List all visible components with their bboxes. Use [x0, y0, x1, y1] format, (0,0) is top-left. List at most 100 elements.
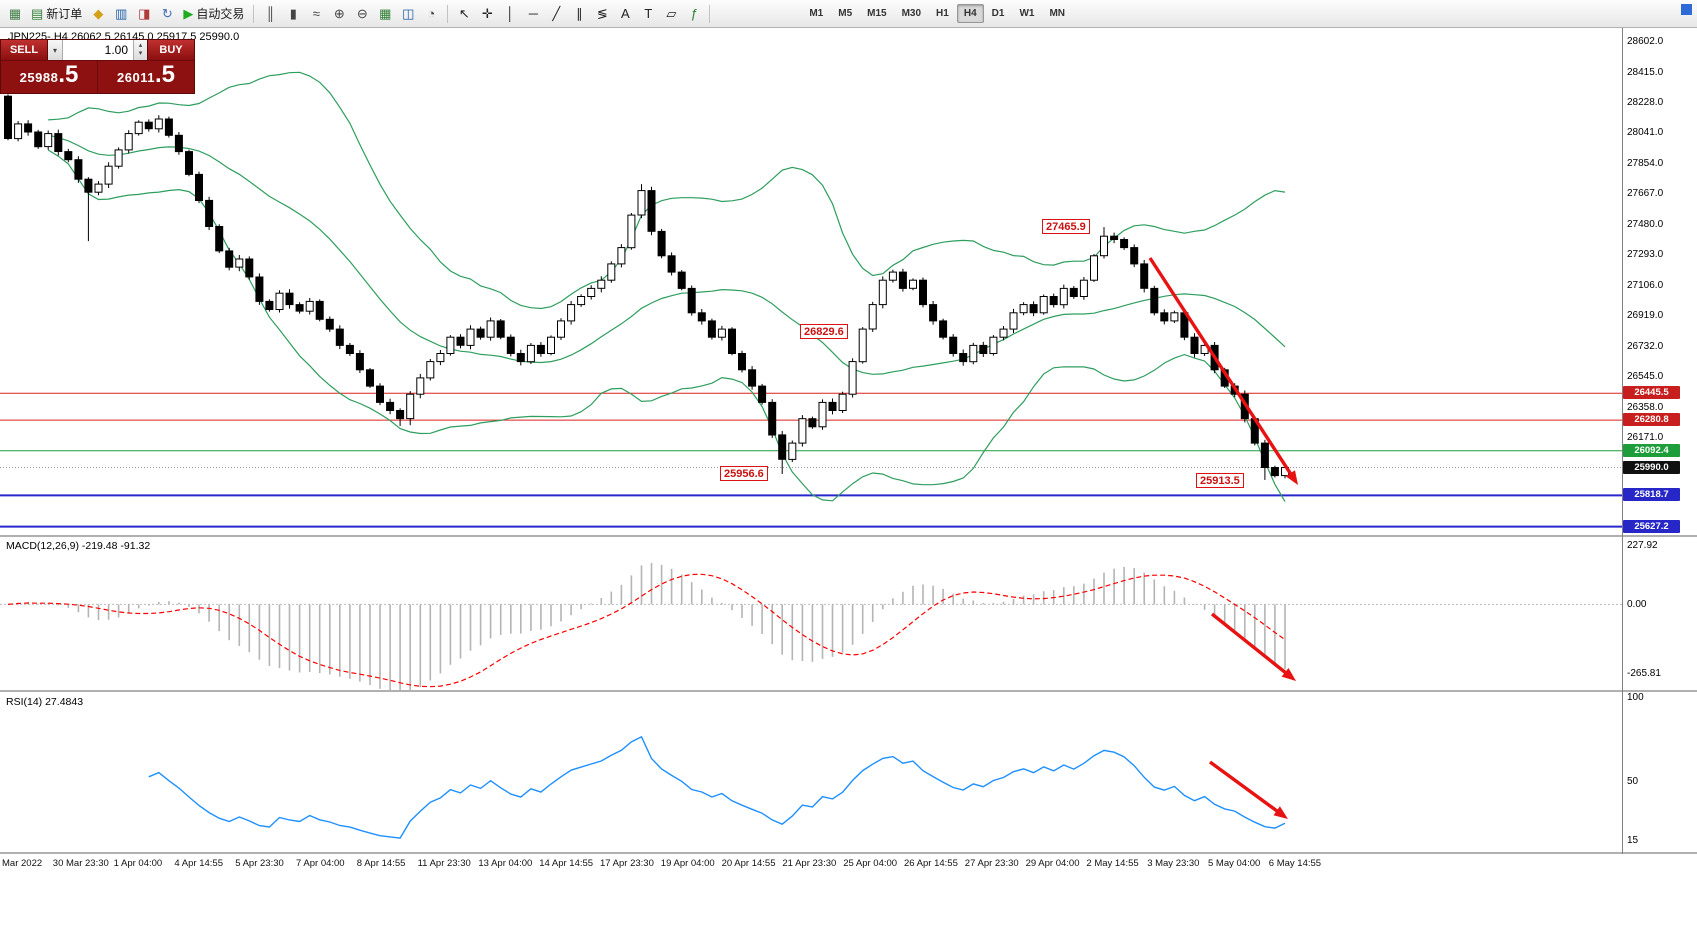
volume-stepper[interactable]: ▴ ▾ [133, 40, 147, 60]
macd-panel[interactable] [0, 537, 1697, 690]
timeframe-w1-button[interactable]: W1 [1019, 8, 1035, 19]
price-axis-tick: 28041.0 [1627, 127, 1664, 139]
price-axis-tick: 28415.0 [1627, 66, 1664, 78]
candle [1019, 304, 1028, 314]
market-watch-icon[interactable]: ▥ [110, 3, 132, 25]
horizontal-line-icon: ─ [528, 6, 538, 21]
timeframe-mn-button[interactable]: MN [1049, 8, 1065, 19]
candle [134, 121, 143, 135]
candle [315, 300, 324, 320]
text-icon[interactable]: A [614, 3, 636, 25]
candle [1281, 467, 1289, 477]
volume-down-icon[interactable]: ▾ [138, 50, 143, 57]
tile-windows-icon[interactable]: ◫ [397, 3, 419, 25]
panel-splitter-rsi[interactable] [0, 690, 1697, 692]
volume-dropdown-icon[interactable]: ▾ [48, 40, 63, 60]
buy-price[interactable]: 26011 .5 [98, 61, 194, 93]
candle [476, 328, 485, 338]
candle [195, 173, 203, 201]
candle [999, 328, 1008, 338]
chart-window-icon[interactable]: ▦ [4, 3, 26, 25]
channel-icon[interactable]: ∥ [568, 3, 590, 25]
timeframe-d1-button[interactable]: D1 [991, 8, 1005, 19]
candle [4, 95, 12, 139]
zoom-out-icon[interactable]: ⊖ [351, 3, 373, 25]
horizontal-line-icon[interactable]: ─ [522, 3, 544, 25]
template-icon[interactable]: ◆ [87, 3, 109, 25]
buy-button[interactable]: BUY [147, 40, 194, 60]
auto-trading-icon: ▶ [183, 6, 194, 21]
price-tag: 25818.7 [1623, 488, 1680, 502]
candle [205, 199, 214, 227]
vertical-line-icon[interactable]: │ [499, 3, 521, 25]
candle [24, 123, 33, 133]
time-axis-label: 21 Apr 23:30 [782, 858, 837, 869]
auto-trading-button[interactable]: ▶ 自动交易 [179, 3, 248, 25]
candle [1079, 279, 1088, 297]
volume-input[interactable]: 1.00 [63, 40, 133, 60]
trendline-icon: ╱ [552, 6, 561, 21]
price-axis-tick: 26919.0 [1627, 310, 1664, 322]
candle [1140, 263, 1149, 289]
scroll-button-icon[interactable] [1681, 4, 1692, 15]
candle [818, 401, 827, 428]
trendline-icon[interactable]: ╱ [545, 3, 567, 25]
price-axis-tick: 27854.0 [1627, 157, 1664, 169]
candle [919, 279, 927, 306]
candle [717, 328, 726, 338]
candle [898, 271, 907, 289]
cursor-icon[interactable]: ↖ [453, 3, 475, 25]
price-tag: 26092.4 [1623, 443, 1680, 457]
price-annotation[interactable]: 25913.5 [1196, 473, 1244, 488]
data-window-icon[interactable]: ◨ [133, 3, 155, 25]
candlestick-chart-icon[interactable]: ▮ [282, 3, 304, 25]
candle [235, 258, 244, 268]
candle [929, 304, 938, 322]
line-chart-icon[interactable]: ≈ [305, 3, 327, 25]
indicators-icon[interactable]: ƒ [683, 3, 705, 25]
crosshair-icon[interactable]: ✛ [476, 3, 498, 25]
price-annotation[interactable]: 25956.6 [720, 466, 768, 481]
price-annotation[interactable]: 26829.6 [800, 324, 848, 339]
label-icon[interactable]: T [637, 3, 659, 25]
candle [44, 133, 53, 148]
timeframe-h1-button[interactable]: H1 [936, 8, 949, 19]
timeframe-m30-button[interactable]: M30 [901, 8, 922, 19]
zoom-in-icon[interactable]: ⊕ [328, 3, 350, 25]
price-chart[interactable] [0, 28, 1697, 535]
candle [1270, 467, 1279, 477]
candle [949, 336, 958, 355]
candle [758, 385, 767, 403]
candle [124, 133, 133, 151]
volume-up-icon[interactable]: ▴ [138, 42, 143, 50]
grid-icon[interactable]: ▦ [374, 3, 396, 25]
fibonacci-icon[interactable]: ≶ [591, 3, 613, 25]
candle [446, 336, 455, 355]
candle [174, 134, 183, 153]
sell-button[interactable]: SELL [1, 40, 48, 60]
toolbar-separator [447, 4, 449, 23]
timeframe-m1-button[interactable]: M1 [809, 8, 824, 19]
timeframe-m5-button[interactable]: M5 [838, 8, 853, 19]
time-axis-label: Mar 2022 [2, 858, 43, 869]
refresh-icon[interactable]: ↻ [156, 3, 178, 25]
crosshair-icon: ✛ [481, 6, 493, 21]
time-axis-label: 7 Apr 04:00 [296, 858, 345, 869]
bar-chart-icon[interactable]: ║ [259, 3, 281, 25]
time-axis-label: 6 May 14:55 [1268, 858, 1322, 869]
candle [1120, 239, 1129, 249]
time-axis-label: 19 Apr 04:00 [660, 858, 715, 869]
price-annotation[interactable]: 27465.9 [1042, 219, 1090, 234]
candle [1250, 418, 1259, 444]
shapes-icon[interactable]: ▱ [660, 3, 682, 25]
trade-prices-row: 25988 .5 26011 .5 [1, 61, 194, 93]
rsi-panel[interactable] [0, 692, 1697, 852]
candle [667, 255, 676, 273]
sell-price[interactable]: 25988 .5 [1, 61, 97, 93]
clock-icon[interactable]: ◔ [420, 3, 442, 25]
panel-splitter-macd[interactable] [0, 535, 1697, 537]
timeframe-h4-button[interactable]: H4 [956, 4, 984, 23]
timeframe-m15-button[interactable]: M15 [867, 8, 887, 19]
new-order-button[interactable]: ▤ 新订单 [27, 3, 86, 25]
